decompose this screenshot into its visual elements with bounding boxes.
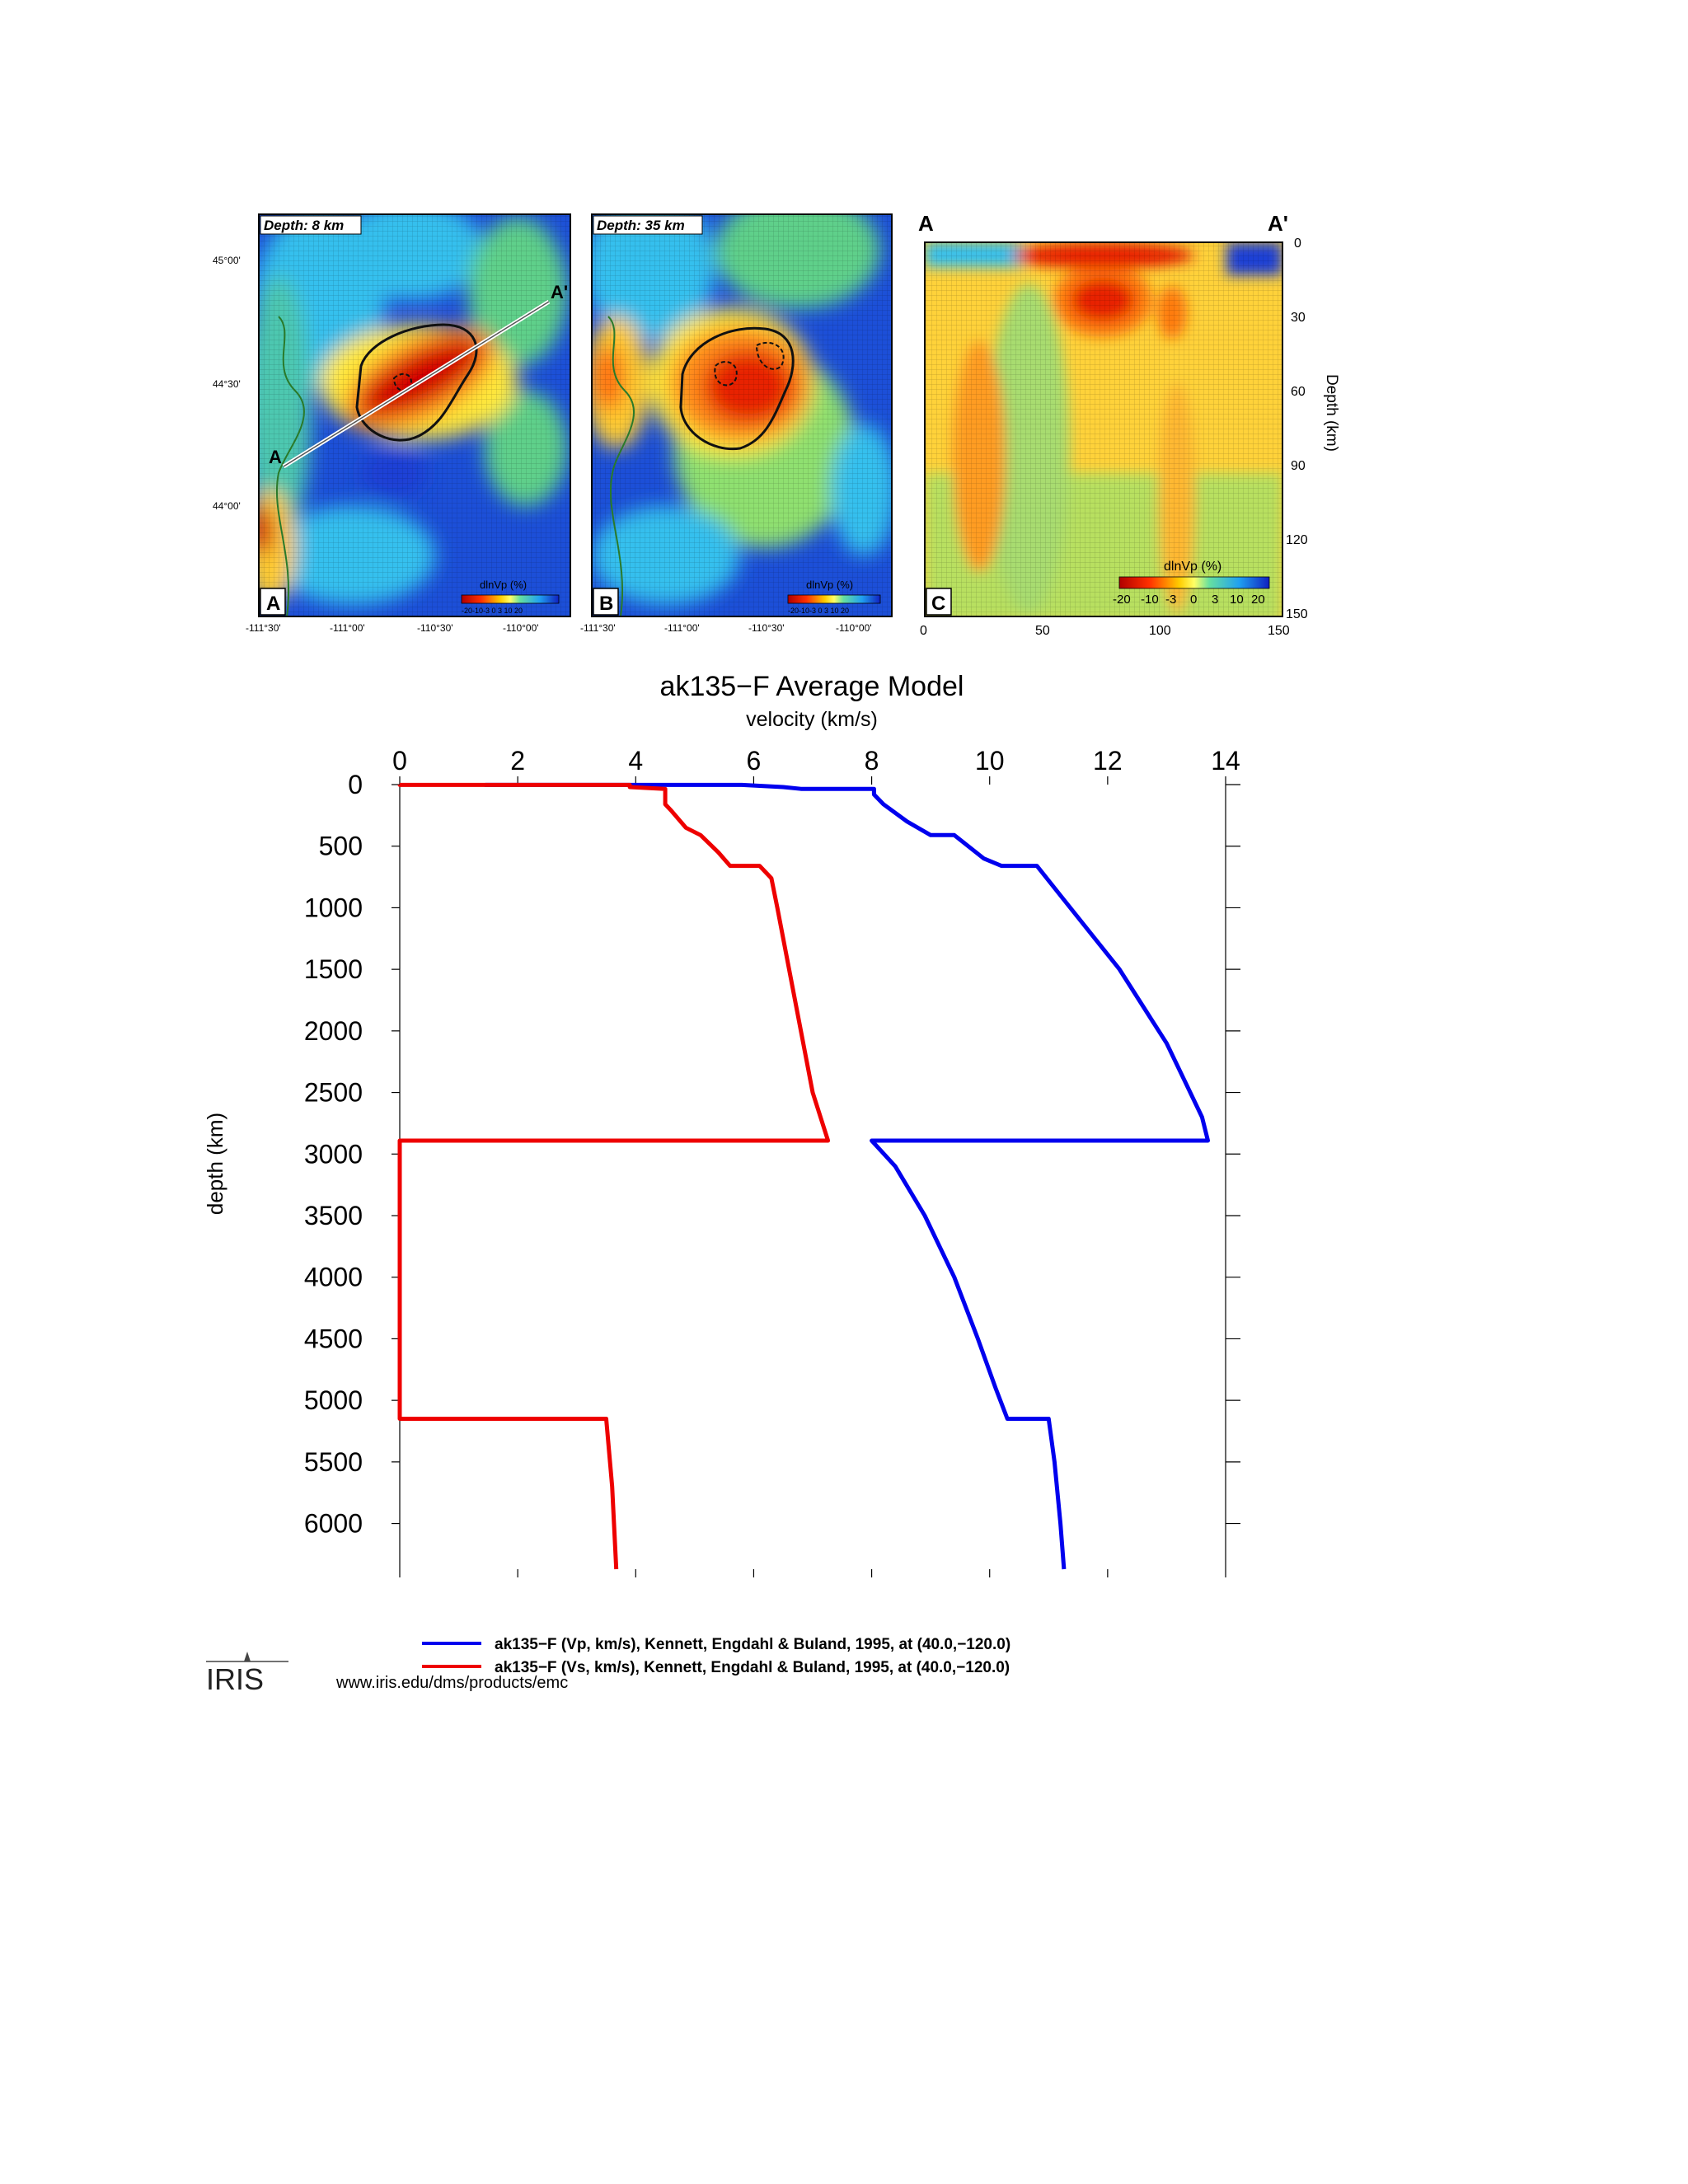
series-vp-line <box>483 782 1210 1570</box>
x-tick-label: 14 <box>1211 746 1240 776</box>
panel-c-scale-title: dlnVp (%) <box>1164 560 1221 574</box>
panel-a-xtick: -110°00' <box>503 622 539 634</box>
x-tick-label: 10 <box>975 746 1005 776</box>
panel-c-scale-tick: 20 <box>1251 593 1265 607</box>
y-tick-label: 3000 <box>304 1139 363 1169</box>
y-tick-label: 2500 <box>304 1078 363 1108</box>
panel-c-ytick: 60 <box>1291 385 1306 399</box>
panel-a: A A' Depth: 8 km A dlnVp (%) -20-10-3 0 … <box>213 213 571 634</box>
legend-vs-label: ak135−F (Vs, km/s), Kennett, Engdahl & B… <box>495 1659 1010 1676</box>
panel-a-letter: A <box>266 593 280 615</box>
panel-c-xtick: 150 <box>1268 624 1290 638</box>
panel-a-xtick: -110°30' <box>417 622 453 634</box>
panel-a-scale-ticks: -20-10-3 0 3 10 20 <box>462 607 523 615</box>
y-tick-label: 1000 <box>304 893 363 922</box>
panel-c-ytick: 0 <box>1294 237 1301 251</box>
legend: ak135−F (Vp, km/s), Kennett, Engdahl & B… <box>206 1636 1010 1696</box>
iris-logo: IRIS <box>206 1652 288 1696</box>
legend-vp-label: ak135−F (Vp, km/s), Kennett, Engdahl & B… <box>495 1636 1010 1653</box>
x-tick-label: 2 <box>510 746 525 776</box>
y-tick-label: 6000 <box>304 1509 363 1539</box>
y-tick-label: 500 <box>319 832 363 861</box>
panel-c-scale-tick: -20 <box>1113 593 1131 607</box>
x-tick-label: 12 <box>1093 746 1123 776</box>
x-tick-label: 6 <box>747 746 762 776</box>
panel-a-depth-label: Depth: 8 km <box>264 218 344 233</box>
series-layer <box>397 782 1210 1570</box>
y-tick-label: 1500 <box>304 954 363 984</box>
panel-b: Depth: 35 km B dlnVp (%) -20-10-3 0 3 10… <box>580 213 893 634</box>
panel-c: C A A' dlnVp (%) -20 -10 -3 0 3 10 20 0 … <box>918 211 1340 638</box>
y-tick-label: 2000 <box>304 1016 363 1046</box>
panel-c-ylabel: Depth (km) <box>1323 374 1340 452</box>
axes: 0 2 4 6 8 10 12 14 0 500 1000 1500 2000 2500 3000 3500 4… <box>304 746 1240 1577</box>
panel-c-scale-tick: -3 <box>1165 593 1176 607</box>
profile-end-label: A' <box>551 282 568 302</box>
profile-start-label: A <box>269 447 282 467</box>
y-tick-label: 3500 <box>304 1201 363 1230</box>
y-tick-label: 4500 <box>304 1324 363 1353</box>
x-tick-label: 4 <box>628 746 643 776</box>
tomography-figure: A A' Depth: 8 km A dlnVp (%) -20-10-3 0 … <box>213 211 1340 638</box>
panel-a-scale-title: dlnVp (%) <box>480 579 527 591</box>
panel-b-xtick: -110°30' <box>748 622 785 634</box>
panel-c-letter: C <box>931 593 945 615</box>
panel-c-xtick: 50 <box>1035 624 1050 638</box>
x-axis-label: velocity (km/s) <box>746 708 878 731</box>
source-url[interactable]: www.iris.edu/dms/products/emc <box>335 1674 568 1692</box>
panel-c-scale-tick: 3 <box>1212 593 1218 607</box>
panel-c-scale-tick: -10 <box>1141 593 1159 607</box>
panel-a-ytick: 44°30' <box>213 378 241 390</box>
panel-c-xtick: 100 <box>1149 624 1171 638</box>
panel-b-xtick: -111°00' <box>664 622 700 634</box>
panel-c-ytick: 150 <box>1286 607 1308 621</box>
x-tick-label: 0 <box>392 746 407 776</box>
panel-b-xtick: -110°00' <box>836 622 872 634</box>
panel-c-scale-tick: 10 <box>1230 593 1244 607</box>
section-start-label: A <box>918 211 934 236</box>
panel-b-scale-title: dlnVp (%) <box>806 579 853 591</box>
y-tick-label: 4000 <box>304 1263 363 1292</box>
panel-b-letter: B <box>599 593 613 615</box>
y-tick-label: 5000 <box>304 1385 363 1415</box>
series-vs-line <box>397 782 831 1570</box>
panel-b-scale-ticks: -20-10-3 0 3 10 20 <box>788 607 849 615</box>
section-end-label: A' <box>1268 211 1288 236</box>
x-tick-label: 8 <box>865 746 879 776</box>
y-tick-label: 0 <box>348 770 363 799</box>
panel-c-ytick: 120 <box>1286 533 1308 547</box>
panel-a-ytick: 45°00' <box>213 255 241 266</box>
velocity-chart: ak135−F Average Model velocity (km/s) de… <box>203 671 1240 1577</box>
panel-b-xtick: -111°30' <box>580 622 616 634</box>
panel-c-ytick: 90 <box>1291 459 1306 473</box>
chart-title: ak135−F Average Model <box>660 671 964 702</box>
panel-a-xtick: -111°00' <box>330 622 365 634</box>
panel-a-xtick: -111°30' <box>246 622 281 634</box>
panel-a-ytick: 44°00' <box>213 500 241 512</box>
iris-logo-text: IRIS <box>206 1662 264 1696</box>
panel-b-depth-label: Depth: 35 km <box>597 218 685 233</box>
y-tick-label: 5500 <box>304 1447 363 1477</box>
panel-c-ytick: 30 <box>1291 311 1306 325</box>
panel-c-scale-tick: 0 <box>1190 593 1197 607</box>
y-axis-label: depth (km) <box>203 1113 227 1215</box>
panel-c-xtick: 0 <box>920 624 927 638</box>
